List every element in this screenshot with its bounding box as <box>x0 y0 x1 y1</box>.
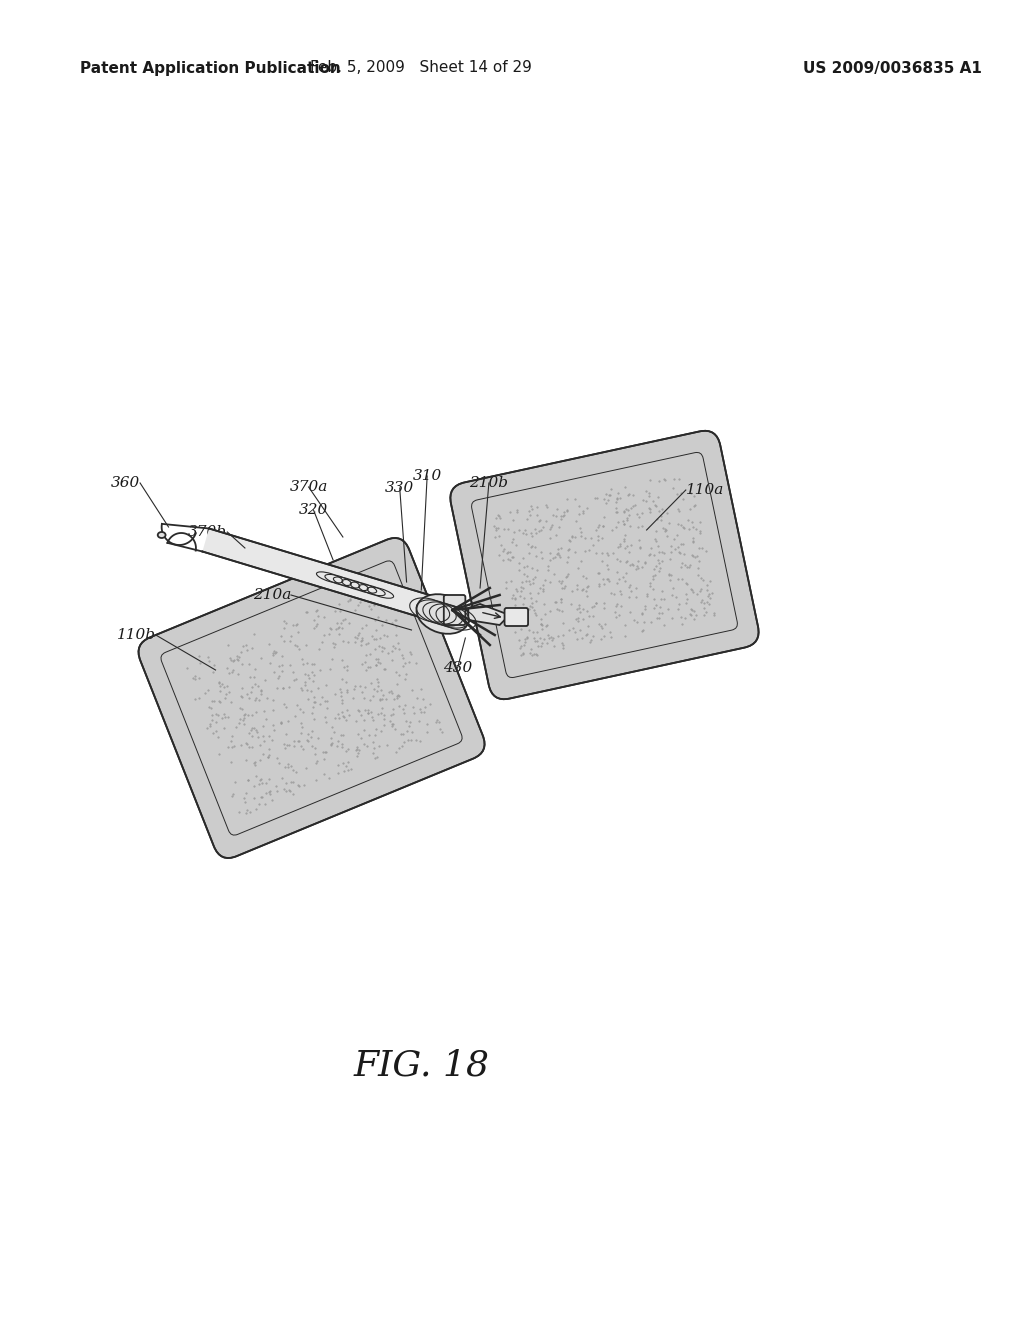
Text: 310: 310 <box>413 469 441 483</box>
Polygon shape <box>468 605 510 624</box>
Polygon shape <box>203 528 434 619</box>
Text: Feb. 5, 2009   Sheet 14 of 29: Feb. 5, 2009 Sheet 14 of 29 <box>310 61 532 75</box>
Ellipse shape <box>417 594 469 634</box>
Text: 210a: 210a <box>253 587 291 602</box>
Text: 320: 320 <box>299 503 328 517</box>
Text: FIG. 18: FIG. 18 <box>353 1048 489 1082</box>
Text: 360: 360 <box>111 477 140 490</box>
Text: 330: 330 <box>385 480 415 495</box>
Text: 110a: 110a <box>686 483 724 498</box>
Text: 430: 430 <box>443 661 472 675</box>
Text: 370b: 370b <box>188 525 227 539</box>
Text: 110b: 110b <box>117 628 156 642</box>
FancyBboxPatch shape <box>138 539 484 858</box>
FancyBboxPatch shape <box>505 609 528 626</box>
FancyBboxPatch shape <box>443 595 465 624</box>
Text: 210b: 210b <box>469 477 508 490</box>
Text: US 2009/0036835 A1: US 2009/0036835 A1 <box>804 61 982 75</box>
Ellipse shape <box>158 532 166 539</box>
FancyBboxPatch shape <box>451 430 759 700</box>
Text: 370a: 370a <box>290 480 328 494</box>
Text: Patent Application Publication: Patent Application Publication <box>80 61 341 75</box>
